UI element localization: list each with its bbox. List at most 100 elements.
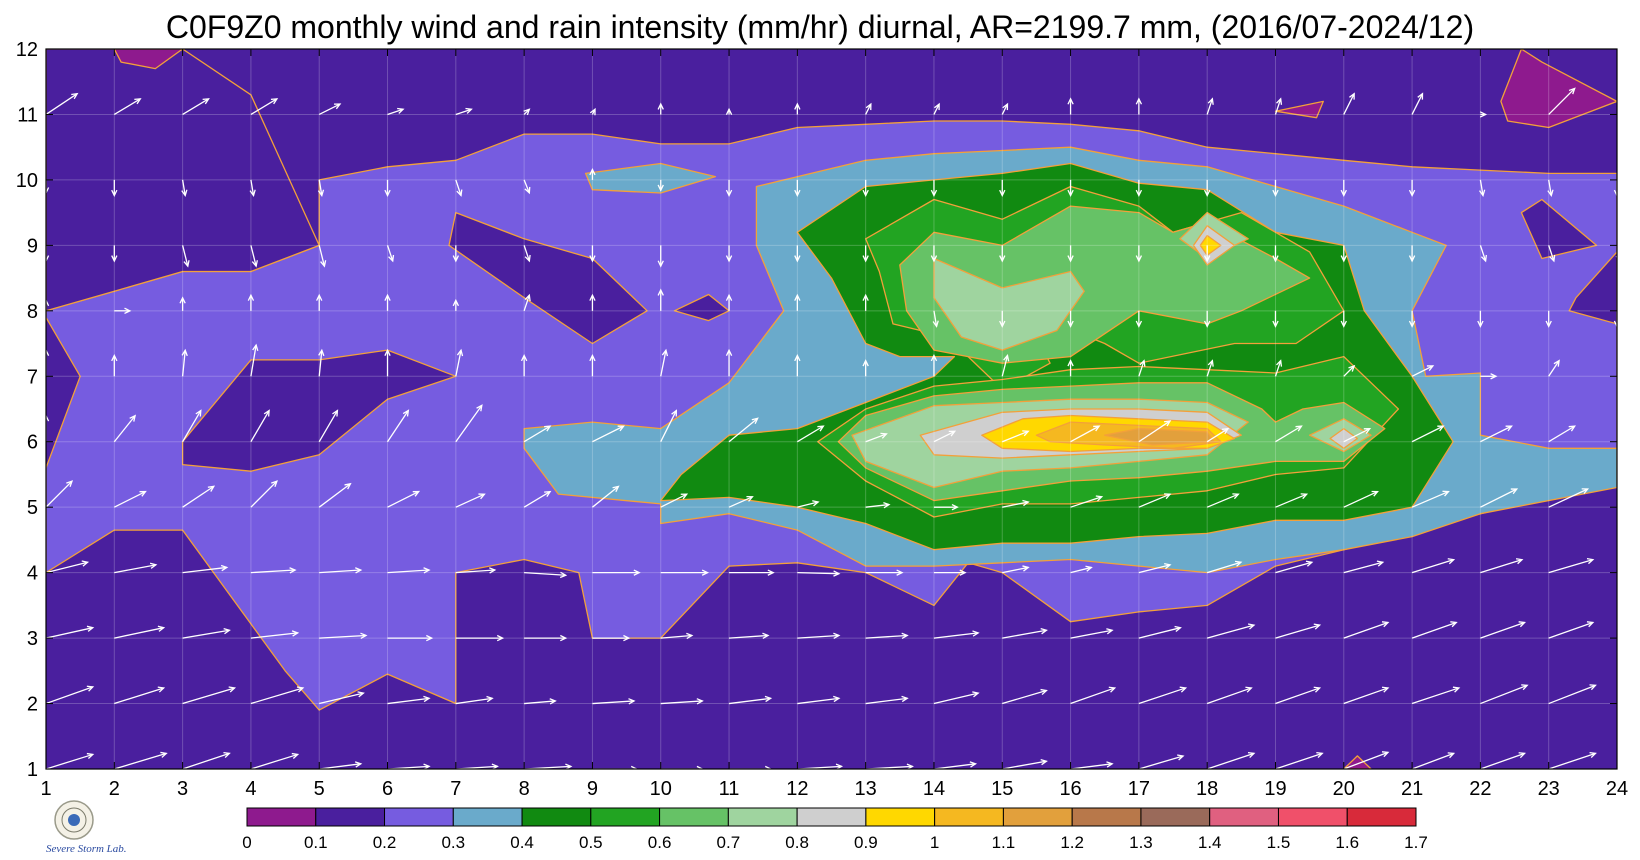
- seal-inner-ring: [61, 807, 87, 833]
- wind-arrow: [1343, 686, 1390, 705]
- contour-region-20: [1329, 427, 1359, 449]
- wind-arrow: [1411, 92, 1424, 115]
- wind-arrow: [657, 102, 664, 115]
- wind-arrow: [1275, 493, 1309, 508]
- wind-arrow: [319, 691, 365, 705]
- x-tick-label: 12: [786, 778, 808, 800]
- wind-arrow: [318, 245, 327, 268]
- wind-arrow: [865, 632, 909, 639]
- colorbar-tick-label: 0.3: [441, 833, 465, 852]
- wind-arrow: [46, 414, 50, 442]
- wind-arrow: [1206, 97, 1214, 115]
- wind-arrow: [933, 630, 980, 639]
- wind-arrow: [1479, 111, 1488, 118]
- wind-arrow: [657, 288, 664, 311]
- colorbar-swatch: [796, 807, 867, 827]
- wind-arrow: [657, 245, 664, 268]
- colorbar-tick-label: 0.4: [510, 833, 534, 852]
- wind-arrow: [1343, 751, 1390, 769]
- wind-arrow: [1275, 560, 1314, 574]
- wind-arrow: [794, 102, 801, 115]
- colorbar-tick-label: 1.7: [1404, 833, 1428, 852]
- wind-arrow: [865, 695, 909, 705]
- wind-arrow: [455, 348, 464, 377]
- wind-arrow: [1206, 751, 1256, 769]
- wind-arrow: [1616, 441, 1617, 442]
- wind-arrow: [1548, 425, 1576, 443]
- wind-arrow: [182, 686, 237, 705]
- colorbar-tick-label: 0.1: [304, 833, 328, 852]
- x-tick-label: 10: [650, 778, 672, 800]
- y-tick-label: 1: [27, 759, 38, 781]
- x-tick-label: 17: [1128, 778, 1150, 800]
- wind-arrow: [113, 98, 142, 116]
- y-tick-label: 11: [17, 104, 38, 126]
- wind-arrow: [725, 245, 733, 263]
- wind-arrow: [523, 179, 531, 195]
- wind-arrow: [318, 348, 325, 377]
- wind-arrow: [523, 425, 552, 443]
- wind-arrow: [46, 245, 50, 263]
- wind-arrow: [1135, 310, 1143, 328]
- wind-arrow: [520, 353, 528, 377]
- colorbar-tick-label: 0.8: [785, 833, 809, 852]
- x-tick-label: 2: [109, 778, 120, 800]
- wind-arrow: [797, 500, 820, 508]
- wind-arrow: [179, 296, 186, 311]
- wind-arrow: [728, 695, 773, 705]
- wind-arrow: [1343, 92, 1355, 115]
- wind-arrow: [1275, 425, 1303, 443]
- wind-arrow: [1616, 113, 1617, 115]
- x-tick-label: 19: [1264, 778, 1286, 800]
- x-tick-label: 20: [1333, 778, 1355, 800]
- wind-arrow: [1545, 310, 1552, 328]
- x-tick-label: 14: [923, 778, 945, 800]
- x-tick-label: 8: [519, 778, 530, 800]
- wind-arrow: [111, 353, 118, 377]
- wind-arrow: [1070, 628, 1114, 639]
- wind-arrow: [524, 698, 557, 705]
- wind-arrow: [46, 752, 95, 769]
- wind-arrow: [1616, 374, 1617, 377]
- wind-arrow: [930, 179, 938, 198]
- colorbar-tick-label: 0.7: [717, 833, 741, 852]
- wind-arrow: [1411, 621, 1458, 639]
- wind-arrow: [999, 310, 1006, 328]
- wind-arrow: [1070, 425, 1101, 443]
- wind-arrow: [250, 567, 297, 574]
- wind-arrow: [114, 562, 158, 574]
- wind-arrow: [1343, 560, 1385, 574]
- y-tick-label: 2: [27, 694, 38, 716]
- wind-arrow: [114, 686, 166, 705]
- wind-arrow: [386, 245, 395, 263]
- wind-arrow: [250, 630, 300, 639]
- contour-region-21: [1199, 234, 1222, 256]
- wind-arrow: [1340, 179, 1347, 198]
- wind-arrow: [725, 293, 733, 311]
- colorbar-tick-label: 1.2: [1060, 833, 1084, 852]
- colorbar-swatch: [1277, 807, 1348, 827]
- wind-arrow: [1480, 425, 1513, 443]
- wind-arrow: [589, 168, 596, 180]
- wind-arrow: [1480, 373, 1498, 380]
- wind-arrow: [250, 245, 258, 268]
- x-tick-label: 4: [245, 778, 256, 800]
- colorbar-swatch: [934, 807, 1004, 827]
- wind-arrow: [1138, 359, 1146, 377]
- wind-arrow: [728, 417, 759, 443]
- wind-arrow: [1206, 686, 1253, 705]
- colorbar-tick-label: 0.9: [854, 833, 878, 852]
- plot-frame: [45, 48, 1618, 770]
- wind-arrow: [729, 569, 775, 576]
- wind-arrow: [725, 179, 733, 198]
- wind-arrow: [797, 632, 841, 639]
- x-tick-label: 3: [177, 778, 188, 800]
- wind-arrow: [1203, 310, 1211, 328]
- wind-arrow: [250, 98, 279, 116]
- wind-arrow: [1616, 571, 1617, 573]
- wind-arrow: [1411, 686, 1461, 705]
- wind-arrow: [865, 501, 891, 509]
- wind-arrow: [523, 490, 552, 508]
